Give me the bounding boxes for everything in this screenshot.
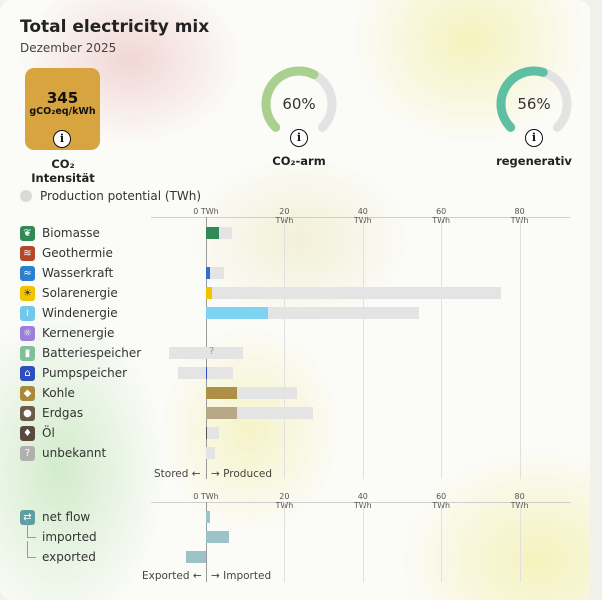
- water-icon[interactable]: ≈: [20, 266, 35, 281]
- row-label[interactable]: Erdgas: [42, 406, 84, 420]
- flow-gridline: [362, 502, 364, 582]
- heat-icon[interactable]: ≋: [20, 246, 35, 261]
- row-label[interactable]: Windenergie: [42, 306, 118, 320]
- produced-bar[interactable]: [206, 267, 210, 279]
- row-label[interactable]: Öl: [42, 426, 55, 440]
- flow-axis-line: [151, 502, 570, 503]
- potential-bar[interactable]: [168, 347, 244, 359]
- produced-bar[interactable]: [206, 427, 208, 439]
- question-icon[interactable]: ?: [20, 446, 35, 461]
- co2-intensity-box: 345 gCO₂eq/kWh i: [25, 68, 100, 150]
- produced-bar[interactable]: [206, 287, 212, 299]
- production-axis-line: [151, 217, 570, 218]
- row-label[interactable]: Batteriespeicher: [42, 346, 142, 360]
- potential-legend-label[interactable]: Production potential (TWh): [40, 189, 202, 203]
- row-label[interactable]: Geothermie: [42, 246, 113, 260]
- potential-bar[interactable]: [206, 267, 225, 279]
- atom-icon[interactable]: ⚛: [20, 326, 35, 341]
- flow-gridline: [519, 502, 521, 582]
- flow-gridline: [441, 502, 443, 582]
- coal-icon[interactable]: ◆: [20, 386, 35, 401]
- stored-caption: Stored ←: [154, 468, 201, 480]
- flow-gridline: [284, 502, 286, 582]
- row-label[interactable]: Wasserkraft: [42, 266, 114, 280]
- flow-row-label[interactable]: imported: [42, 530, 97, 544]
- card-title: Total electricity mix: [20, 17, 210, 37]
- renewable-info-icon[interactable]: i: [525, 129, 543, 147]
- potential-bar[interactable]: [178, 367, 233, 379]
- low-carbon-gauge-fill: [261, 66, 319, 132]
- unknown-value-mark: ?: [209, 346, 215, 357]
- flow-bar[interactable]: [206, 511, 210, 523]
- row-label[interactable]: Biomasse: [42, 226, 100, 240]
- low-carbon-label: CO₂-arm: [272, 154, 326, 168]
- wind-icon[interactable]: ≀: [20, 306, 35, 321]
- card-subtitle: Dezember 2025: [20, 41, 117, 55]
- produced-bar[interactable]: [206, 227, 220, 239]
- flow-row-label[interactable]: net flow: [42, 510, 91, 524]
- tree-connector: [27, 541, 36, 558]
- row-label[interactable]: Kernenergie: [42, 326, 115, 340]
- renewable-gauge-fill: [496, 66, 548, 132]
- potential-legend-dot[interactable]: [20, 190, 32, 202]
- potential-bar[interactable]: [206, 287, 502, 299]
- low-carbon-gauge: [261, 66, 337, 132]
- renewable-gauge: [496, 66, 572, 132]
- production-tick-label: 0 TWh: [193, 207, 219, 216]
- potential-bar[interactable]: [206, 427, 219, 439]
- produced-bar[interactable]: [206, 407, 237, 419]
- produced-bar[interactable]: [206, 307, 268, 319]
- produced-caption: → Produced: [211, 468, 273, 480]
- produced-bar[interactable]: [206, 367, 207, 379]
- row-label[interactable]: Solarenergie: [42, 286, 118, 300]
- row-label[interactable]: Pumpspeicher: [42, 366, 128, 380]
- pump-icon[interactable]: ⌂: [20, 366, 35, 381]
- co2-intensity-value: 345: [46, 89, 79, 107]
- production-gridline: [284, 217, 286, 479]
- co2-intensity-label: CO₂ Intensität: [31, 157, 95, 185]
- flow-tick-label: 0 TWh: [193, 492, 219, 501]
- exchange-icon[interactable]: ⇄: [20, 510, 35, 525]
- imported-caption: → Imported: [211, 570, 272, 582]
- flow-row-label[interactable]: exported: [42, 550, 96, 564]
- flow-bar[interactable]: [206, 531, 230, 543]
- produced-bar[interactable]: [206, 387, 237, 399]
- renewable-label: regenerativ: [496, 154, 572, 168]
- low-carbon-percent: 60%: [282, 95, 316, 113]
- battery-icon[interactable]: ▮: [20, 346, 35, 361]
- tree-connector: [27, 521, 36, 538]
- oil-icon[interactable]: ♦: [20, 426, 35, 441]
- production-gridline: [362, 217, 364, 479]
- co2-intensity-unit: gCO₂eq/kWh: [29, 106, 96, 117]
- row-label[interactable]: unbekannt: [42, 446, 107, 460]
- low-carbon-info-icon[interactable]: i: [290, 129, 308, 147]
- sun-icon[interactable]: ☀: [20, 286, 35, 301]
- row-label[interactable]: Kohle: [42, 386, 75, 400]
- gas-icon[interactable]: ●: [20, 406, 35, 421]
- production-gridline: [519, 217, 521, 479]
- gauges-svg: [261, 66, 572, 132]
- production-gridline: [441, 217, 443, 479]
- exported-caption: Exported ←: [142, 570, 202, 582]
- info-icon[interactable]: i: [53, 130, 71, 148]
- leaf-icon[interactable]: ❦: [20, 226, 35, 241]
- potential-bar[interactable]: [206, 447, 216, 459]
- renewable-percent: 56%: [517, 95, 551, 113]
- flow-bar[interactable]: [186, 551, 206, 563]
